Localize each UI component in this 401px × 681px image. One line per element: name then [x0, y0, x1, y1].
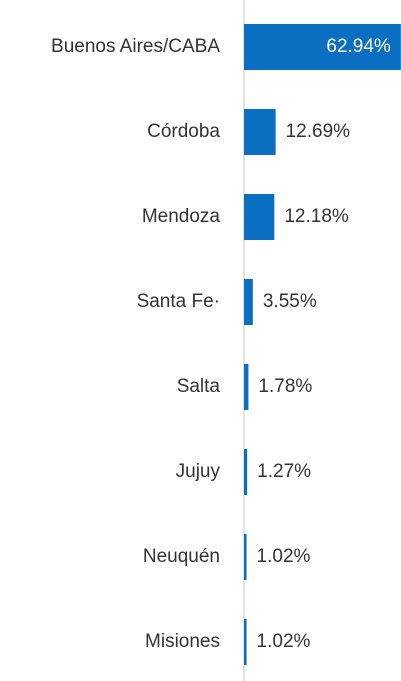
category-label: Mendoza — [142, 206, 221, 227]
value-label: 1.02% — [257, 631, 311, 652]
bar — [244, 279, 253, 325]
category-label: Neuquén — [143, 546, 220, 567]
value-label: 12.18% — [284, 206, 349, 227]
value-label: 62.94% — [326, 36, 391, 57]
category-label: Misiones — [145, 631, 220, 652]
value-label: 1.02% — [257, 546, 311, 567]
category-label: Buenos Aires/CABA — [51, 36, 220, 57]
category-label: Jujuy — [176, 461, 221, 482]
bar — [244, 364, 249, 410]
value-label: 3.55% — [263, 291, 317, 312]
value-label: 1.27% — [257, 461, 311, 482]
bar — [244, 449, 248, 495]
category-label: Salta — [177, 376, 221, 397]
bar — [244, 109, 276, 155]
value-label: 12.69% — [286, 121, 351, 142]
bar — [244, 619, 247, 665]
category-label: Santa Fe· — [137, 291, 220, 312]
bar — [244, 24, 401, 70]
value-label: 1.78% — [258, 376, 312, 397]
bar — [244, 534, 247, 580]
category-label: Córdoba — [147, 121, 220, 142]
bar — [244, 194, 275, 240]
